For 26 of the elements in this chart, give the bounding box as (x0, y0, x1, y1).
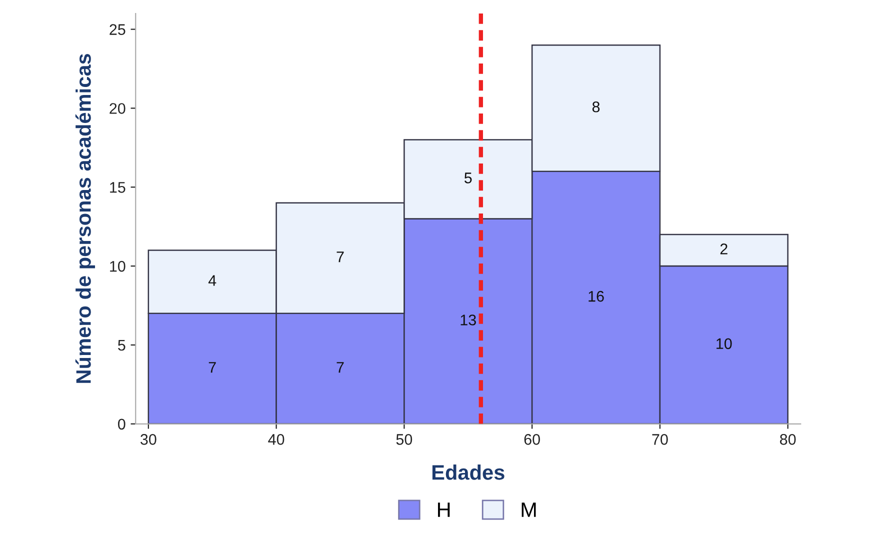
y-tick-label: 25 (110, 24, 126, 35)
y-axis-title: Número de personas académicas (75, 54, 96, 383)
data-label: 7 (208, 362, 216, 373)
legend-label: H (438, 502, 450, 517)
data-label: 4 (208, 275, 216, 286)
data-label: 7 (336, 362, 344, 373)
y-tick-label: 0 (118, 418, 126, 430)
data-label: 8 (592, 101, 600, 112)
x-tick-label: 30 (140, 434, 156, 445)
x-tick-label: 70 (652, 434, 668, 445)
x-tick-label: 50 (396, 434, 412, 445)
y-tick-label: 5 (118, 340, 126, 351)
x-axis-title: Edades (432, 464, 504, 480)
x-tick-label: 40 (268, 434, 284, 445)
y-tick-label: 15 (110, 182, 126, 193)
x-tick-label: 80 (780, 434, 796, 445)
data-label: 16 (588, 290, 604, 302)
y-tick-label: 20 (110, 103, 126, 114)
data-label: 7 (336, 252, 344, 262)
data-label: 10 (716, 338, 732, 350)
x-tick-label: 60 (524, 434, 540, 445)
data-label: 5 (464, 172, 472, 184)
data-label: 2 (720, 244, 728, 254)
data-label: 13 (460, 314, 476, 326)
legend-label: M (522, 502, 536, 517)
y-tick-label: 10 (110, 260, 126, 272)
